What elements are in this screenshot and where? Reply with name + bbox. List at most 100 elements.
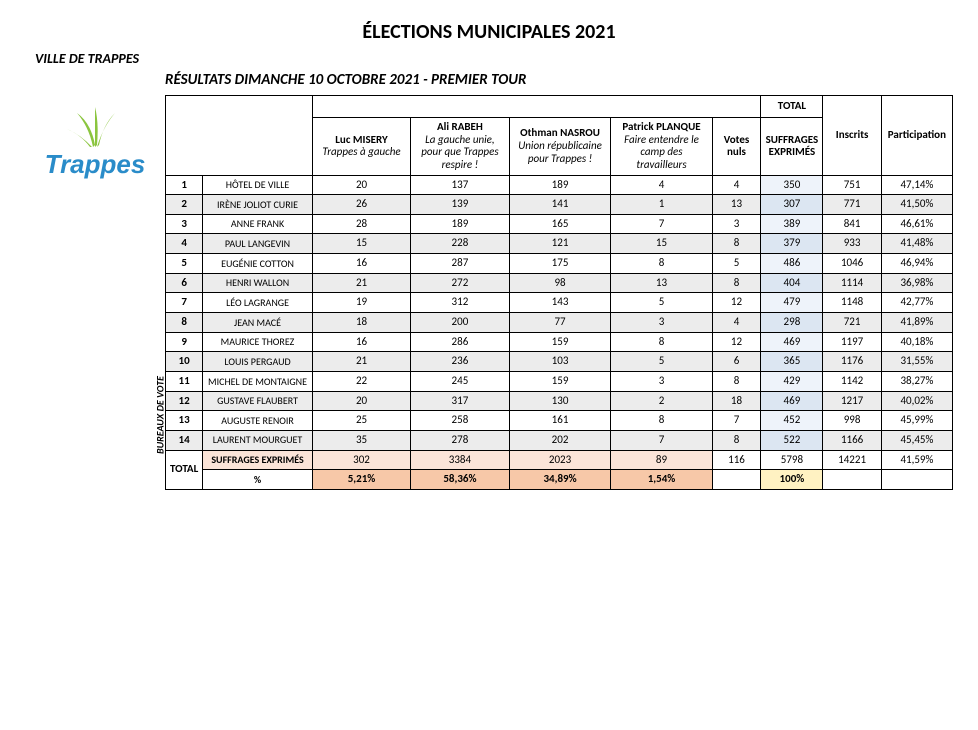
cand-val-2: 98 <box>509 273 611 293</box>
total2-cand-3: 1,54% <box>611 470 712 490</box>
inscrits-val: 771 <box>823 195 881 215</box>
suffrages-val: 350 <box>761 175 823 195</box>
cand-val-1: 228 <box>411 234 509 254</box>
logo: Trappes <box>25 95 165 177</box>
cand-val-1: 245 <box>411 371 509 391</box>
cand-val-0: 20 <box>312 391 410 411</box>
total2-cand-0: 5,21% <box>312 470 410 490</box>
table-row: 13AUGUSTE RENOIR252581618745299845,99% <box>166 411 953 431</box>
total-label-left: TOTAL <box>166 450 203 489</box>
suffrages-val: 389 <box>761 214 823 234</box>
total-row-suffrages: TOTALSUFFRAGES EXPRIMÉS30233842023891165… <box>166 450 953 470</box>
nuls-val: 13 <box>712 195 761 215</box>
bureau-num: 12 <box>166 391 203 411</box>
total1-cand-1: 3384 <box>411 450 509 470</box>
suffrages-val: 379 <box>761 234 823 254</box>
cand-val-3: 8 <box>611 254 712 274</box>
bureau-name: MAURICE THOREZ <box>203 332 313 352</box>
nuls-val: 8 <box>712 234 761 254</box>
participation-val: 40,18% <box>881 332 952 352</box>
cand-val-3: 7 <box>611 430 712 450</box>
total2-nuls <box>712 470 761 490</box>
participation-val: 42,77% <box>881 293 952 313</box>
header-cand-2: Othman NASROU Union républicaine pour Tr… <box>509 118 611 176</box>
cand-val-0: 19 <box>312 293 410 313</box>
cand-val-0: 20 <box>312 175 410 195</box>
bureaux-rot-label: BUREAUX DE VOTE <box>151 265 169 565</box>
total1-cand-2: 2023 <box>509 450 611 470</box>
cand-val-0: 35 <box>312 430 410 450</box>
header-suffrages: SUFFRAGES EXPRIMÉS <box>761 118 823 176</box>
table-row: 9MAURICE THOREZ16286159812469119740,18% <box>166 332 953 352</box>
cand-val-2: 103 <box>509 352 611 372</box>
table-row: 14LAURENT MOURGUET3527820278522116645,45… <box>166 430 953 450</box>
suffrages-val: 452 <box>761 411 823 431</box>
cand-val-3: 4 <box>611 175 712 195</box>
table-row: 11MICHEL DE MONTAIGNE2224515938429114238… <box>166 371 953 391</box>
cand-val-0: 16 <box>312 254 410 274</box>
cand-val-2: 159 <box>509 332 611 352</box>
bureau-num: 14 <box>166 430 203 450</box>
total2-cand-1: 58,36% <box>411 470 509 490</box>
bureau-num: 7 <box>166 293 203 313</box>
participation-val: 47,14% <box>881 175 952 195</box>
inscrits-val: 1046 <box>823 254 881 274</box>
inscrits-val: 998 <box>823 411 881 431</box>
nuls-val: 4 <box>712 313 761 333</box>
header-cand-0: Luc MISERY Trappes à gauche <box>312 118 410 176</box>
total2-part <box>881 470 952 490</box>
cand-val-2: 77 <box>509 313 611 333</box>
inscrits-val: 1197 <box>823 332 881 352</box>
cand-val-1: 286 <box>411 332 509 352</box>
bureau-name: MICHEL DE MONTAIGNE <box>203 371 313 391</box>
table-row: 12GUSTAVE FLAUBERT20317130218469121740,0… <box>166 391 953 411</box>
total-row2-label: % <box>203 470 313 490</box>
cand-val-3: 5 <box>611 352 712 372</box>
cand-val-3: 2 <box>611 391 712 411</box>
cand-val-0: 22 <box>312 371 410 391</box>
inscrits-val: 751 <box>823 175 881 195</box>
header-nuls: Votes nuls <box>712 118 761 176</box>
cand-val-2: 121 <box>509 234 611 254</box>
cand-val-0: 16 <box>312 332 410 352</box>
cand-val-0: 26 <box>312 195 410 215</box>
participation-val: 41,48% <box>881 234 952 254</box>
bureau-name: PAUL LANGEVIN <box>203 234 313 254</box>
bureau-name: HÔTEL DE VILLE <box>203 175 313 195</box>
cand-val-2: 175 <box>509 254 611 274</box>
bureau-num: 1 <box>166 175 203 195</box>
inscrits-val: 1148 <box>823 293 881 313</box>
participation-val: 31,55% <box>881 352 952 372</box>
suffrages-val: 522 <box>761 430 823 450</box>
cand-val-3: 1 <box>611 195 712 215</box>
cand-val-3: 3 <box>611 371 712 391</box>
suffrages-val: 307 <box>761 195 823 215</box>
total1-ins: 14221 <box>823 450 881 470</box>
cand-val-0: 21 <box>312 273 410 293</box>
bureau-name: JEAN MACÉ <box>203 313 313 333</box>
total1-cand-3: 89 <box>611 450 712 470</box>
cand-val-0: 15 <box>312 234 410 254</box>
cand-val-3: 8 <box>611 411 712 431</box>
inscrits-val: 1176 <box>823 352 881 372</box>
cand-val-3: 8 <box>611 332 712 352</box>
cand-val-0: 21 <box>312 352 410 372</box>
city-label: VILLE DE TRAPPES <box>35 50 953 67</box>
header-spacer <box>166 96 313 176</box>
nuls-val: 8 <box>712 273 761 293</box>
cand-val-2: 165 <box>509 214 611 234</box>
total-row-percent: %5,21%58,36%34,89%1,54%100% <box>166 470 953 490</box>
cand-val-0: 18 <box>312 313 410 333</box>
bureau-num: 6 <box>166 273 203 293</box>
results-table: TOTAL Inscrits Participation Luc MISERY … <box>165 95 953 490</box>
table-row: 2IRÈNE JOLIOT CURIE2613914111330777141,5… <box>166 195 953 215</box>
cand-val-0: 25 <box>312 411 410 431</box>
cand-val-1: 312 <box>411 293 509 313</box>
cand-val-1: 137 <box>411 175 509 195</box>
total2-ins <box>823 470 881 490</box>
bureau-name: IRÈNE JOLIOT CURIE <box>203 195 313 215</box>
cand-val-1: 278 <box>411 430 509 450</box>
participation-val: 45,99% <box>881 411 952 431</box>
suffrages-val: 469 <box>761 391 823 411</box>
total2-cand-2: 34,89% <box>509 470 611 490</box>
